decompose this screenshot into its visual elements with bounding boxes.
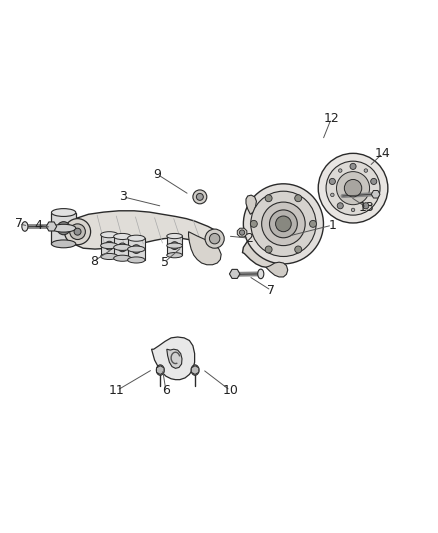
Polygon shape: [152, 337, 194, 379]
Circle shape: [205, 229, 224, 248]
Ellipse shape: [101, 254, 118, 260]
Circle shape: [350, 163, 356, 169]
Circle shape: [337, 203, 343, 209]
Polygon shape: [114, 237, 131, 258]
Ellipse shape: [22, 222, 28, 231]
Ellipse shape: [127, 257, 145, 263]
Circle shape: [364, 169, 367, 172]
Text: 3: 3: [119, 190, 127, 204]
Ellipse shape: [167, 253, 183, 258]
Text: 12: 12: [323, 112, 339, 125]
Polygon shape: [230, 269, 240, 278]
Polygon shape: [167, 349, 182, 368]
Circle shape: [371, 179, 377, 184]
Ellipse shape: [191, 365, 199, 375]
Text: 7: 7: [267, 284, 275, 297]
Text: 7: 7: [15, 217, 23, 230]
Circle shape: [269, 210, 297, 238]
Circle shape: [261, 202, 305, 246]
Circle shape: [118, 243, 127, 252]
Circle shape: [209, 233, 220, 244]
Text: 4: 4: [35, 219, 42, 232]
Circle shape: [57, 222, 70, 235]
Text: 2: 2: [246, 232, 254, 245]
Circle shape: [295, 246, 302, 253]
Circle shape: [132, 245, 141, 254]
Circle shape: [251, 220, 257, 228]
Circle shape: [326, 161, 380, 215]
Text: 6: 6: [162, 384, 170, 397]
Polygon shape: [156, 366, 164, 375]
Polygon shape: [246, 195, 256, 214]
Polygon shape: [191, 366, 199, 375]
Text: 8: 8: [90, 255, 98, 268]
Ellipse shape: [51, 240, 76, 248]
Circle shape: [372, 193, 375, 197]
Polygon shape: [188, 232, 221, 265]
Text: 10: 10: [223, 384, 238, 397]
Ellipse shape: [114, 233, 131, 239]
Circle shape: [158, 367, 163, 373]
Circle shape: [351, 208, 355, 212]
Polygon shape: [51, 213, 76, 244]
Circle shape: [74, 228, 81, 235]
Circle shape: [105, 241, 114, 250]
Text: 9: 9: [153, 168, 161, 181]
Ellipse shape: [167, 233, 183, 239]
Circle shape: [339, 169, 342, 172]
Ellipse shape: [114, 255, 131, 261]
Text: 13: 13: [359, 201, 375, 214]
Circle shape: [265, 246, 272, 253]
Ellipse shape: [51, 224, 76, 232]
Ellipse shape: [101, 243, 118, 249]
Polygon shape: [243, 212, 282, 268]
Circle shape: [64, 219, 91, 245]
Ellipse shape: [127, 246, 145, 252]
Polygon shape: [101, 235, 118, 256]
Circle shape: [310, 220, 317, 228]
Ellipse shape: [51, 208, 76, 216]
Circle shape: [240, 230, 245, 235]
Ellipse shape: [258, 269, 264, 279]
Polygon shape: [266, 262, 288, 277]
Circle shape: [318, 154, 388, 223]
Polygon shape: [371, 190, 380, 198]
Text: 5: 5: [161, 256, 169, 269]
Circle shape: [244, 184, 323, 264]
Ellipse shape: [114, 244, 131, 251]
Circle shape: [295, 195, 302, 201]
Circle shape: [193, 190, 207, 204]
Circle shape: [70, 224, 85, 239]
Circle shape: [331, 193, 334, 197]
Circle shape: [363, 203, 369, 209]
Polygon shape: [127, 238, 145, 260]
Text: 11: 11: [109, 384, 124, 397]
Ellipse shape: [101, 232, 118, 238]
Circle shape: [329, 179, 336, 184]
Text: 14: 14: [375, 147, 391, 160]
Text: 1: 1: [328, 219, 336, 232]
Polygon shape: [46, 222, 57, 231]
Circle shape: [336, 172, 370, 205]
Polygon shape: [73, 211, 219, 249]
Circle shape: [171, 241, 179, 249]
Ellipse shape: [156, 365, 164, 375]
Circle shape: [344, 180, 362, 197]
Circle shape: [196, 193, 203, 200]
Ellipse shape: [167, 243, 183, 248]
Circle shape: [251, 191, 316, 256]
Polygon shape: [167, 236, 183, 255]
Polygon shape: [237, 228, 247, 237]
Circle shape: [265, 195, 272, 201]
Circle shape: [192, 367, 198, 373]
Circle shape: [276, 216, 291, 232]
Ellipse shape: [127, 235, 145, 241]
